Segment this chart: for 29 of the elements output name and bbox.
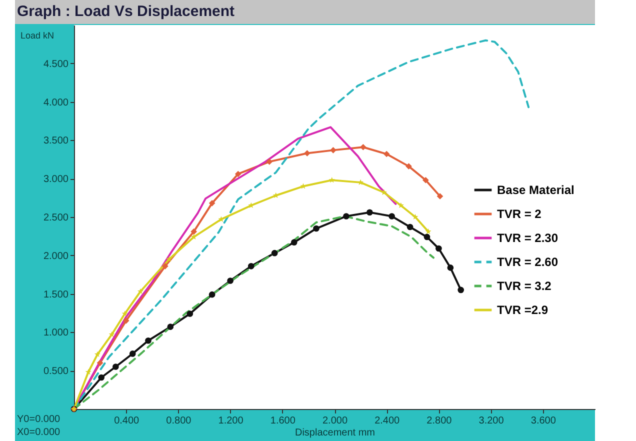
legend-label: TVR = 3.2: [497, 279, 552, 293]
y-tick-label: 1.000: [43, 328, 69, 339]
x-tick-label: 1.200: [218, 416, 244, 426]
legend-label: TVR =2.9: [497, 303, 548, 317]
x-tick-label: 3.200: [478, 416, 504, 426]
legend-label: TVR = 2.60: [497, 255, 558, 269]
x-axis-title: Displacement mm: [294, 428, 376, 438]
x-tick-label: 2.000: [322, 416, 348, 426]
x-tick-label: 1.600: [270, 416, 296, 426]
y-tick-label: 3.000: [43, 174, 69, 186]
y-tick-label: 3.500: [43, 136, 69, 147]
x-tick-label: 0.800: [166, 416, 192, 426]
y-tick-label: 2.500: [43, 212, 69, 224]
legend-label: TVR = 2: [497, 207, 542, 221]
legend-label: TVR = 2.30: [497, 231, 558, 245]
x-tick-label: 3.600: [530, 416, 556, 426]
y-tick-label: 1.500: [43, 289, 69, 300]
legend-label: Base Material: [497, 183, 574, 197]
y-tick-label: 4.000: [43, 97, 69, 108]
y-axis-title: Load kN: [20, 30, 54, 40]
x-tick-label: 2.800: [426, 416, 452, 426]
text: Y0=0.000: [17, 414, 60, 425]
text: X0=0.000: [17, 427, 60, 438]
y-tick-label: 0.500: [43, 366, 69, 378]
x-tick-label: 2.400: [374, 416, 400, 426]
chart-title: Graph : Load Vs Displacement: [17, 3, 235, 20]
y-tick-label: 4.500: [43, 58, 69, 70]
y-tick-label: 2.000: [43, 250, 69, 262]
x-tick-label: 0.400: [114, 416, 140, 426]
